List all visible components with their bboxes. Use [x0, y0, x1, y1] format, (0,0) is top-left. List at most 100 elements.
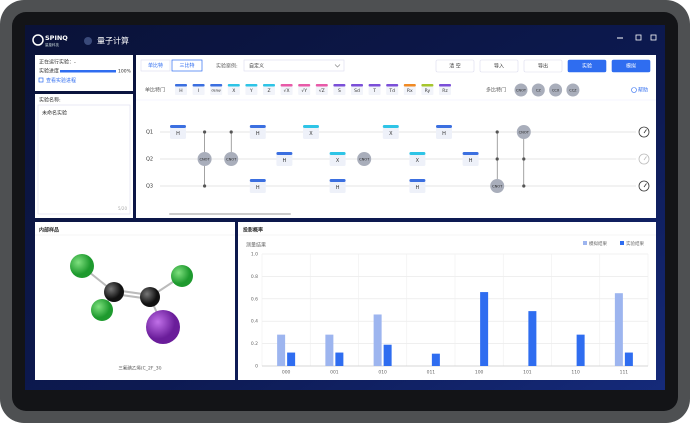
gate[interactable]	[329, 179, 346, 193]
x-tick-label: 011	[427, 370, 436, 376]
bar	[287, 352, 296, 366]
gate-chip[interactable]	[175, 84, 187, 95]
gate-chip[interactable]	[245, 84, 258, 95]
x-tick-label: 001	[330, 370, 339, 376]
bar	[624, 352, 633, 366]
gate-chip[interactable]	[421, 84, 434, 95]
gate[interactable]	[303, 125, 319, 139]
multi-gate[interactable]	[566, 83, 580, 97]
gate-chip-band	[351, 84, 363, 87]
gate-band	[170, 125, 186, 128]
x-tick-label: 110	[571, 370, 580, 376]
gate-chip[interactable]	[333, 84, 346, 95]
gate-chip-label: √Y	[301, 88, 307, 94]
gate[interactable]	[409, 179, 426, 193]
gate-label: H	[256, 131, 260, 137]
multi-gate-label: CZ	[536, 89, 541, 93]
gate-band	[382, 125, 399, 128]
gate-chip[interactable]	[227, 84, 240, 95]
gate-label: CNOT	[492, 185, 503, 189]
gate[interactable]	[224, 152, 239, 166]
y-tick-label: 0	[255, 364, 258, 370]
gate-label: X	[416, 158, 420, 164]
case-select[interactable]	[243, 59, 345, 72]
gate-chip-label: √Z	[319, 88, 325, 94]
gate[interactable]	[276, 152, 293, 166]
gate[interactable]	[436, 125, 452, 139]
gate-chip[interactable]	[280, 84, 293, 95]
bar	[528, 311, 537, 366]
qubit-label: Q3	[146, 184, 153, 190]
bar	[480, 292, 489, 366]
measure	[638, 180, 650, 192]
button[interactable]	[523, 59, 563, 73]
gate-chip[interactable]	[439, 84, 451, 95]
view-link[interactable]: 查看实验进程	[46, 77, 76, 84]
button-label: 模拟	[626, 63, 636, 70]
bar	[576, 334, 585, 366]
y-axis-label: 测量结果	[246, 242, 266, 249]
gate-chip-label: Rx	[407, 88, 413, 94]
help[interactable]: 帮助	[638, 87, 648, 94]
gate-chip[interactable]	[403, 84, 416, 95]
gate-chip[interactable]	[298, 84, 311, 95]
close[interactable]	[650, 34, 657, 41]
maximize[interactable]	[635, 34, 642, 41]
gate-label: CNOT	[199, 158, 210, 162]
multi-gate[interactable]	[531, 83, 545, 97]
gate-chip[interactable]	[351, 84, 363, 95]
measure-needle	[643, 129, 647, 134]
y-tick-label: 1.0	[251, 252, 258, 258]
gate-chip[interactable]	[192, 84, 205, 95]
gate[interactable]	[409, 152, 426, 166]
gate[interactable]	[249, 179, 266, 193]
y-tick-label: 0.8	[251, 274, 258, 280]
gate-chip-band	[386, 84, 399, 87]
gate[interactable]	[357, 152, 372, 166]
button[interactable]	[479, 59, 519, 73]
sample-caption: 三氟碘乙烯(C_2F_3I)	[118, 365, 162, 372]
gate-chip[interactable]	[210, 84, 223, 95]
gate-label: CNOT	[519, 131, 530, 135]
tab-active[interactable]	[171, 59, 203, 72]
name-input[interactable]	[37, 104, 131, 215]
gate[interactable]	[462, 152, 479, 166]
gate-chip[interactable]	[263, 84, 275, 95]
gate-chip-label: Sd	[354, 88, 360, 94]
gate[interactable]	[490, 179, 505, 193]
gate[interactable]	[170, 125, 186, 139]
x-tick-label: 010	[378, 370, 387, 376]
gate-chip[interactable]	[386, 84, 399, 95]
gate[interactable]	[329, 152, 346, 166]
button[interactable]	[567, 59, 607, 73]
gate-label: X	[389, 131, 393, 137]
control-dot	[495, 157, 499, 161]
tab[interactable]	[140, 59, 171, 72]
run-panel	[35, 55, 133, 91]
gate-chip[interactable]	[368, 84, 381, 95]
gate-chip-band	[245, 84, 258, 87]
gate-chip-label: delay	[211, 89, 221, 93]
gate-label: H	[469, 158, 473, 164]
button[interactable]	[435, 59, 475, 73]
gate-chip[interactable]	[315, 84, 328, 95]
gate-band	[249, 179, 266, 182]
bar	[614, 293, 623, 366]
gate-label: CNOT	[359, 158, 370, 162]
button[interactable]	[611, 59, 651, 73]
atom	[104, 282, 124, 302]
gate-chip-band	[439, 84, 451, 87]
gate[interactable]	[516, 125, 531, 139]
multi-gate[interactable]	[514, 83, 528, 97]
name-label: 实验名称:	[39, 97, 61, 104]
gate-chip-label: S	[338, 88, 341, 94]
multi-gate[interactable]	[549, 83, 563, 97]
qubit-label: Q1	[146, 130, 153, 136]
gate-band	[276, 152, 293, 155]
gate[interactable]	[197, 152, 212, 166]
measure	[638, 153, 650, 165]
gate-band	[436, 125, 452, 128]
gate[interactable]	[382, 125, 399, 139]
gate[interactable]	[249, 125, 266, 139]
